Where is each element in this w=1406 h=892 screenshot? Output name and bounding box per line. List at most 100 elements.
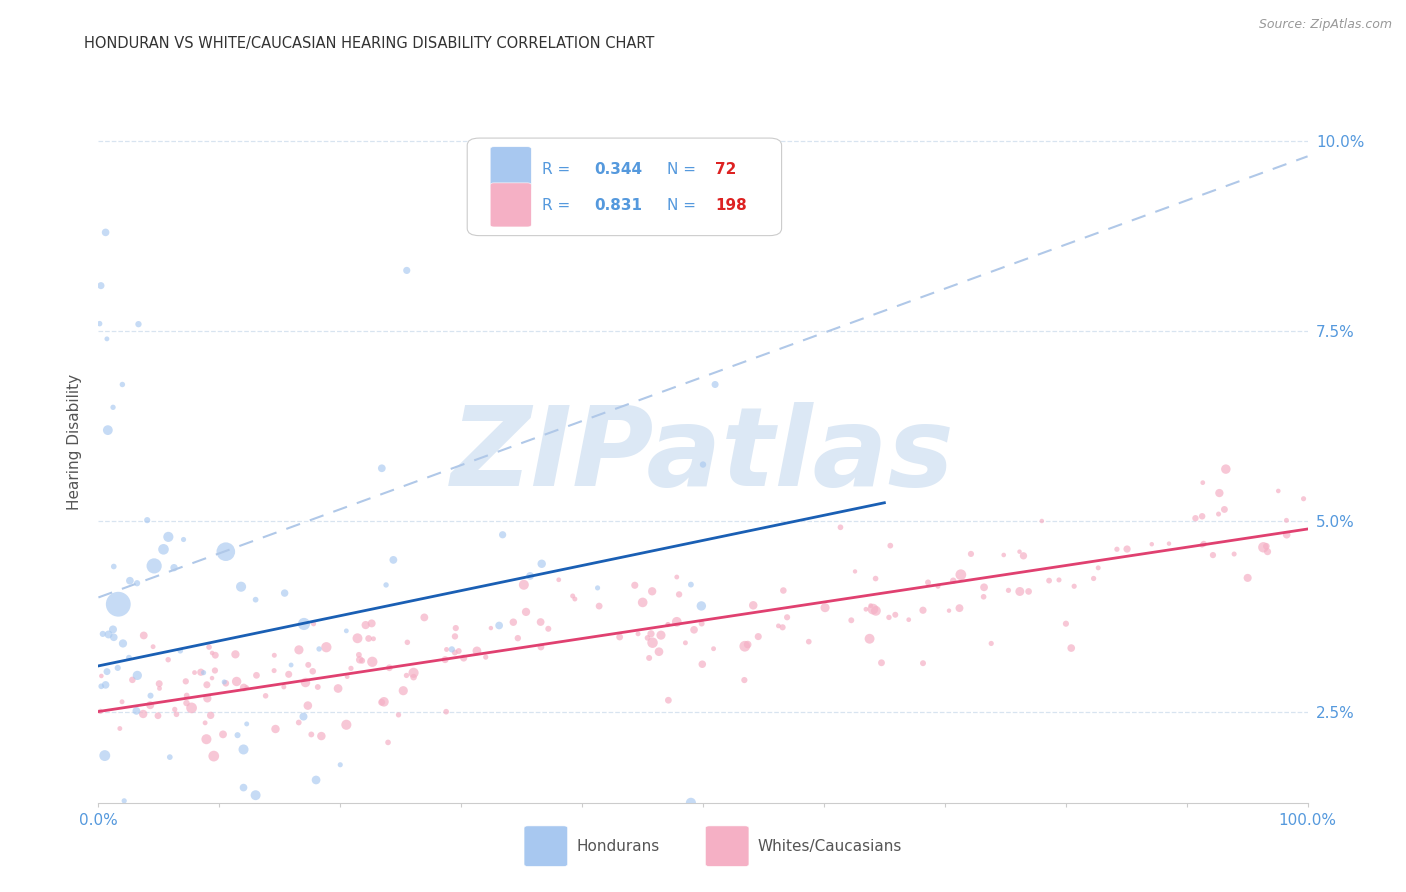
Point xyxy=(519,569,541,583)
Point xyxy=(588,599,610,613)
Point xyxy=(395,668,418,682)
Point xyxy=(190,665,212,680)
Point xyxy=(299,727,322,741)
Point xyxy=(911,603,934,617)
FancyBboxPatch shape xyxy=(706,826,749,866)
Point xyxy=(235,717,257,731)
Point xyxy=(547,573,569,587)
Text: Source: ZipAtlas.com: Source: ZipAtlas.com xyxy=(1258,18,1392,31)
Point xyxy=(638,651,661,665)
Point xyxy=(491,528,513,542)
Point xyxy=(204,664,226,678)
Point xyxy=(1208,507,1230,521)
Point xyxy=(980,636,1002,650)
Point xyxy=(530,640,553,654)
Point xyxy=(623,578,645,592)
Point xyxy=(737,638,759,652)
Point xyxy=(176,696,198,710)
Point xyxy=(273,586,295,600)
Point xyxy=(94,226,117,240)
Point xyxy=(329,757,352,772)
Point xyxy=(245,592,267,607)
Point xyxy=(101,623,124,637)
Point xyxy=(502,615,524,630)
Point xyxy=(360,616,382,631)
Text: 72: 72 xyxy=(716,161,737,177)
Point xyxy=(375,578,398,592)
Point xyxy=(830,520,852,534)
FancyBboxPatch shape xyxy=(524,826,568,866)
Point xyxy=(444,646,467,660)
Point xyxy=(235,681,257,695)
Point xyxy=(288,643,311,657)
Point xyxy=(772,620,794,634)
Point xyxy=(387,707,409,722)
Point xyxy=(1018,584,1040,599)
Point xyxy=(1083,572,1105,586)
Point xyxy=(396,635,419,649)
Point xyxy=(637,631,659,645)
Point xyxy=(292,617,315,632)
Point xyxy=(294,675,316,690)
Point xyxy=(335,624,357,638)
Point xyxy=(340,661,363,675)
Point xyxy=(479,621,502,635)
Point xyxy=(858,632,880,646)
Point xyxy=(89,317,111,331)
Point xyxy=(814,600,837,615)
Point xyxy=(107,597,129,611)
Point xyxy=(127,668,149,682)
Text: N =: N = xyxy=(666,198,700,213)
Point xyxy=(163,702,186,716)
Text: R =: R = xyxy=(543,161,575,177)
Point xyxy=(1275,527,1298,541)
Point xyxy=(111,636,134,650)
Point xyxy=(90,278,112,293)
Point xyxy=(195,691,218,706)
Point xyxy=(530,615,553,629)
Point xyxy=(948,601,970,615)
Point xyxy=(224,819,246,833)
Point xyxy=(657,693,679,707)
Point xyxy=(336,670,359,684)
Point xyxy=(1060,641,1083,656)
Point xyxy=(103,559,125,574)
Point xyxy=(870,656,893,670)
Point xyxy=(797,634,820,648)
Point xyxy=(354,618,377,632)
Point xyxy=(371,461,394,475)
Point xyxy=(1140,537,1163,551)
Point xyxy=(148,676,170,690)
Point xyxy=(90,669,112,683)
Point xyxy=(917,575,939,590)
Point xyxy=(315,640,337,655)
Point xyxy=(704,377,727,392)
Point xyxy=(897,613,920,627)
Point xyxy=(121,673,143,687)
Point xyxy=(96,332,118,346)
Point xyxy=(125,704,148,718)
Point xyxy=(90,679,112,693)
Point xyxy=(111,695,134,709)
Point xyxy=(1184,511,1206,525)
Point xyxy=(226,728,249,742)
Point xyxy=(103,630,125,644)
Point xyxy=(139,698,162,713)
Point xyxy=(474,650,496,665)
Point xyxy=(292,709,315,723)
Point xyxy=(650,628,672,642)
Point xyxy=(202,749,225,764)
Point xyxy=(377,735,399,749)
Point xyxy=(1008,584,1031,599)
Point xyxy=(1202,548,1225,562)
Point xyxy=(513,578,536,592)
Point xyxy=(1257,544,1279,558)
Point xyxy=(683,623,706,637)
Point xyxy=(690,616,713,631)
Point xyxy=(665,570,688,584)
Point xyxy=(142,640,165,654)
Point xyxy=(436,642,458,657)
Point xyxy=(273,680,295,694)
Point xyxy=(1292,491,1315,506)
Point xyxy=(94,748,117,763)
